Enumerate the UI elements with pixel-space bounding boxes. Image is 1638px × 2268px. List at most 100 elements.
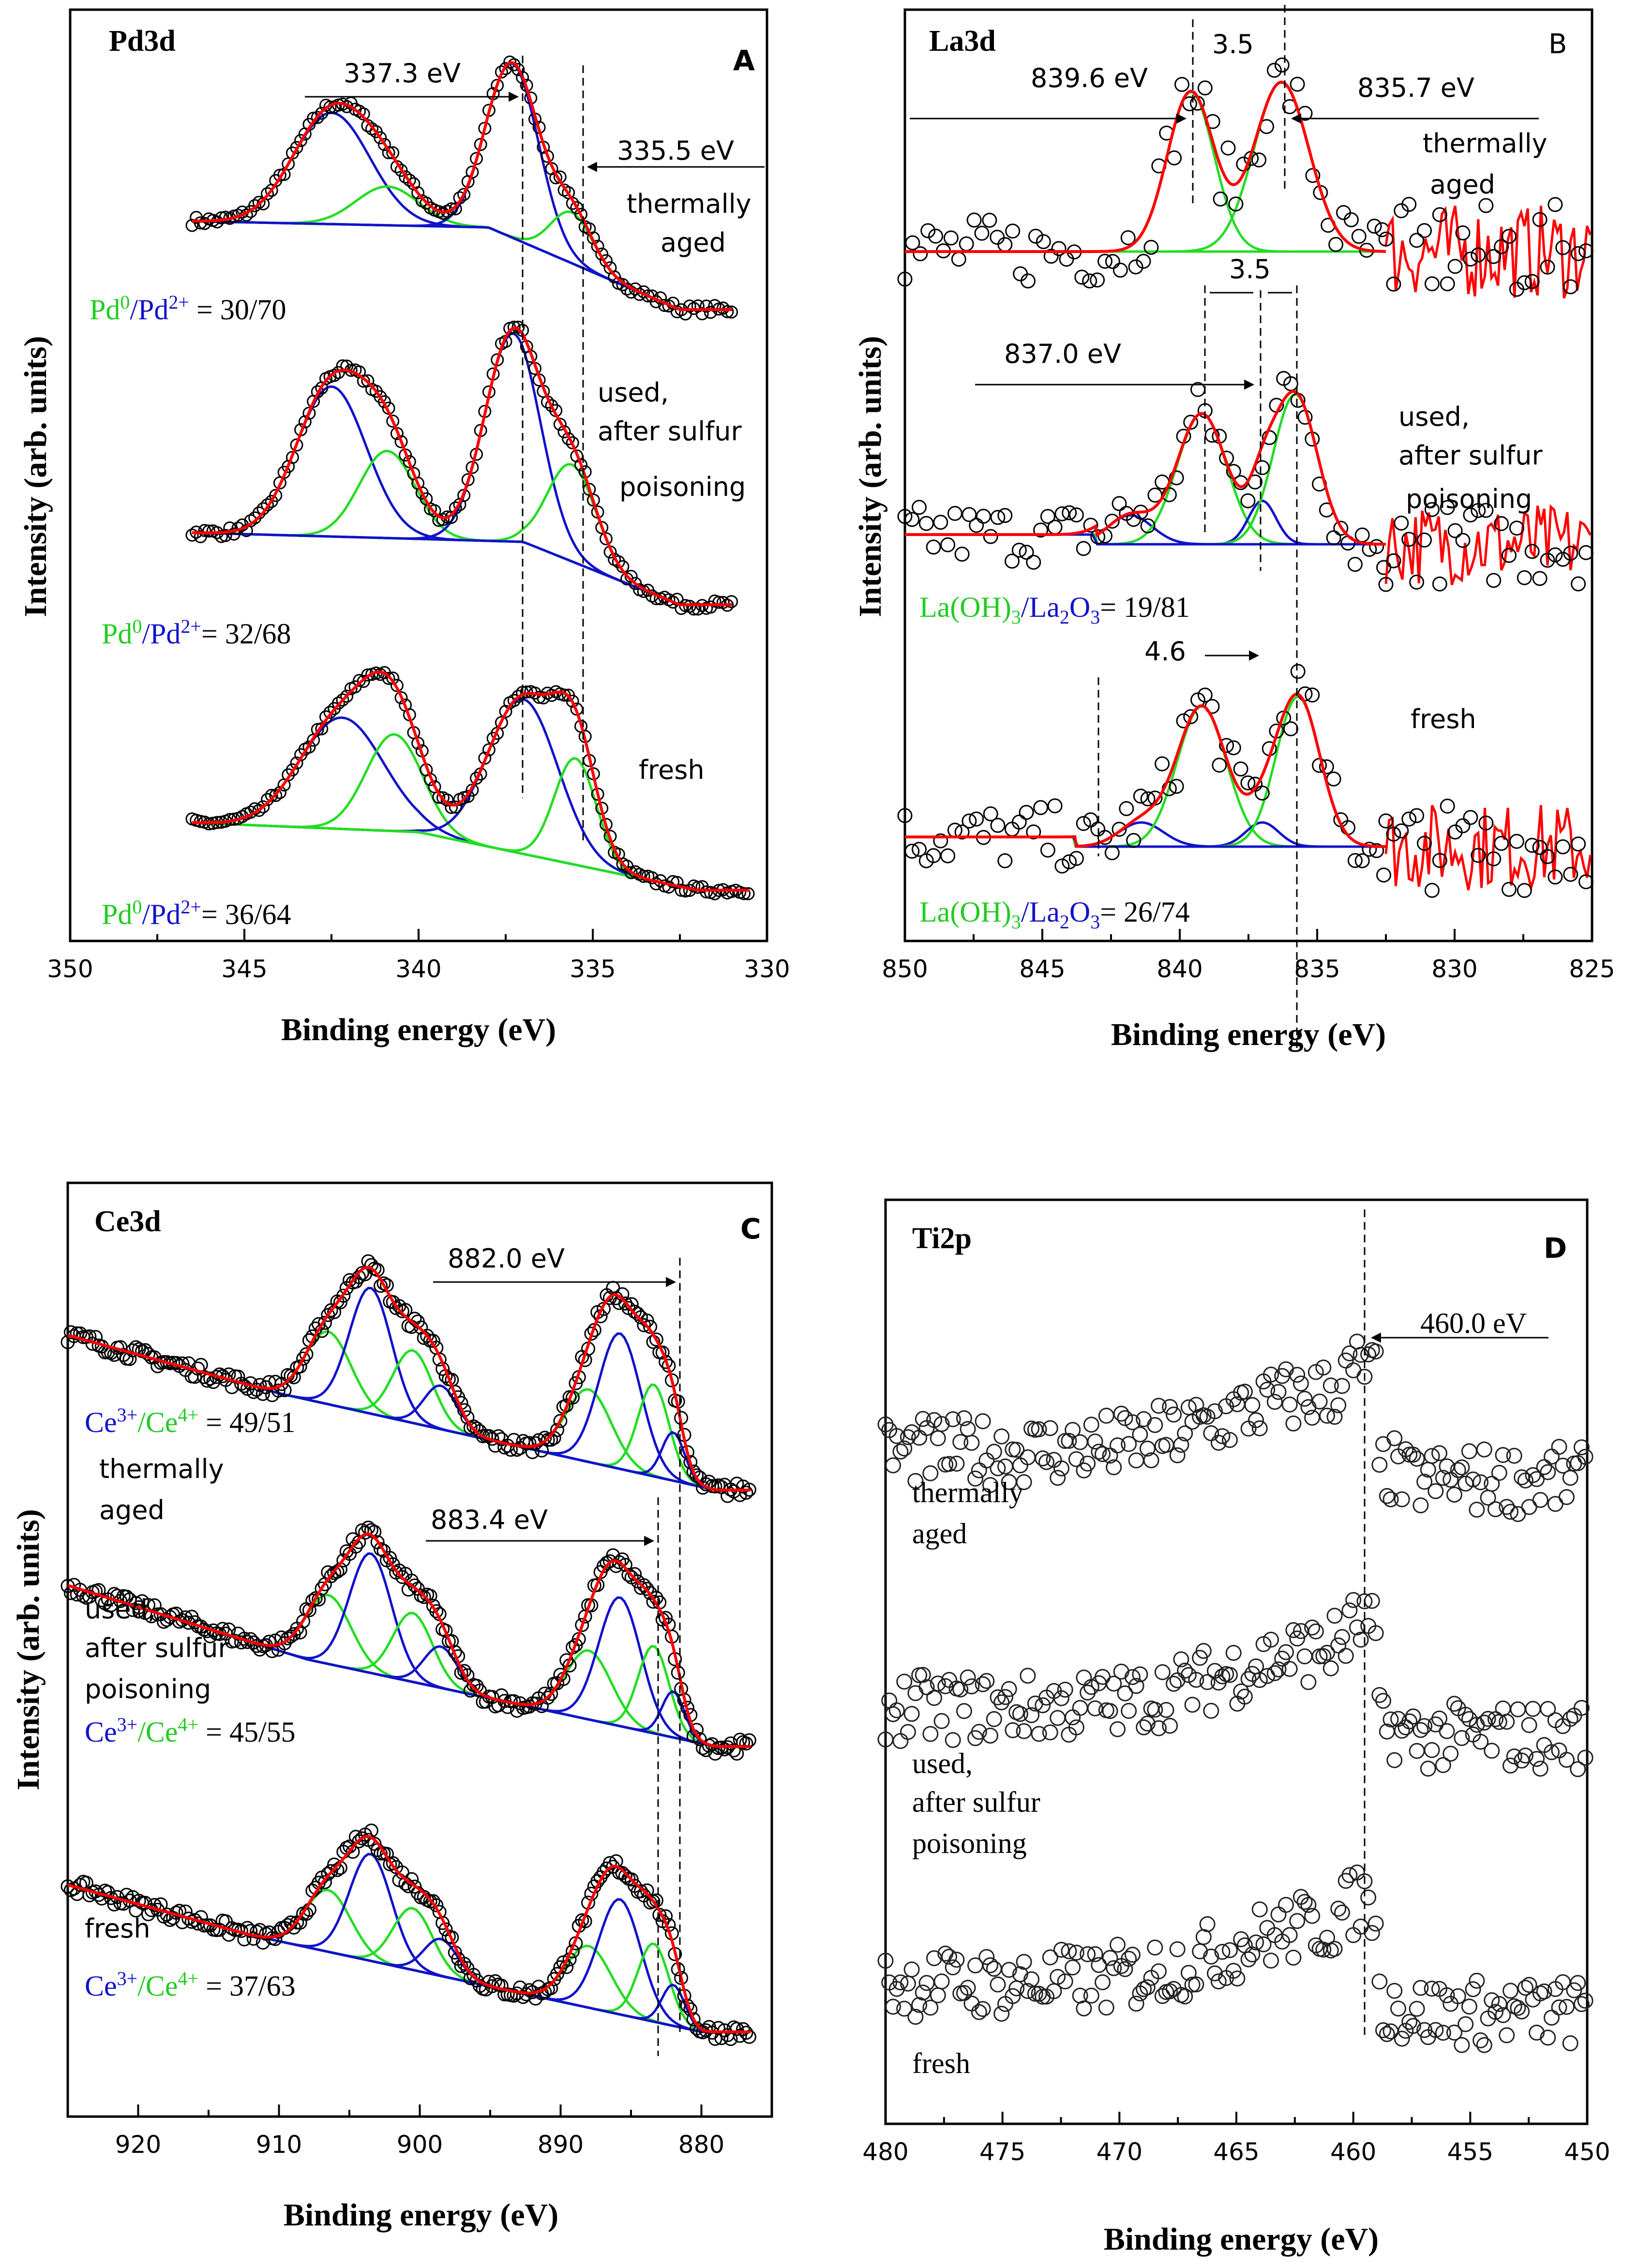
data-point (915, 1667, 931, 1683)
data-point (954, 824, 970, 840)
background-curve (67, 1883, 751, 2033)
data-point (631, 1307, 645, 1321)
data-point (1072, 1434, 1088, 1450)
data-point (1001, 1962, 1017, 1978)
data-point (1394, 2030, 1410, 2047)
fit-curve (905, 692, 1386, 848)
data-point (1053, 1941, 1069, 1958)
data-point (340, 359, 354, 373)
data-point (374, 131, 387, 145)
data-point (1478, 198, 1494, 213)
fit-curve (192, 670, 750, 892)
data-point (1281, 1927, 1298, 1943)
data-point (1289, 1367, 1306, 1383)
data-point (933, 1713, 950, 1729)
data-point (1035, 1450, 1051, 1466)
data-point (739, 1486, 753, 1500)
data-point (1005, 1722, 1021, 1738)
data-point (1139, 1716, 1156, 1732)
data-point (1562, 1470, 1578, 1486)
data-point (1577, 1448, 1593, 1465)
data-point (686, 2012, 701, 2027)
data-point (1184, 1697, 1201, 1713)
data-point (1499, 1499, 1515, 1515)
data-point (449, 800, 462, 814)
data-point (725, 595, 738, 609)
data-point (1147, 487, 1163, 503)
data-point (1251, 1672, 1268, 1688)
panel-c-trace1-label-2: aged (99, 1495, 165, 1525)
data-point (1548, 869, 1563, 885)
data-point (1046, 1983, 1062, 1999)
panel-b-trace1-label-2: aged (1430, 169, 1495, 200)
data-point (1563, 279, 1578, 295)
data-point (1290, 76, 1305, 92)
data-point (1517, 1747, 1533, 1764)
fit-noise-tail (1384, 504, 1592, 585)
data-point (1110, 1937, 1126, 1953)
data-point (1440, 276, 1455, 292)
data-point (1544, 1744, 1560, 1761)
data-point (574, 458, 587, 472)
xtick-label: 475 (979, 2138, 1025, 2166)
data-point (1375, 1436, 1391, 1452)
data-point (1394, 823, 1409, 838)
data-point (1240, 493, 1256, 508)
data-point (438, 1624, 453, 1638)
data-point (885, 1706, 901, 1722)
data-point (132, 1894, 146, 1908)
data-point (1263, 1631, 1279, 1648)
ratio-value: = 30/70 (189, 294, 286, 326)
data-point (1162, 1983, 1178, 1999)
data-point (1136, 254, 1151, 269)
panel-c-xticks: 920 910 900 890 880 (115, 2104, 724, 2159)
data-point (1446, 1696, 1462, 1712)
data-point (725, 305, 738, 319)
data-point (1509, 521, 1524, 536)
data-point (1386, 826, 1401, 842)
data-point (655, 1345, 670, 1360)
data-point (382, 146, 395, 160)
ratio-ce3: Ce (85, 1970, 117, 2002)
data-point (986, 1711, 1002, 1727)
data-point (1057, 1973, 1073, 1990)
data-point (1188, 1397, 1204, 1413)
data-point (943, 230, 959, 246)
data-point (1307, 1623, 1324, 1640)
data-point (411, 186, 425, 199)
panel-d-trace2-label-3: poisoning (912, 1827, 1027, 1859)
data-point (317, 1315, 332, 1330)
data-point (1577, 1992, 1593, 2009)
data-point (1394, 515, 1409, 531)
data-point (952, 1681, 969, 1698)
panel-a-trace3-label: fresh (639, 755, 705, 785)
data-point (429, 1898, 444, 1912)
data-point (1180, 1965, 1197, 1981)
data-point (1059, 252, 1074, 267)
data-point (1376, 867, 1391, 883)
data-point (1061, 1943, 1077, 1959)
data-point (1480, 1711, 1496, 1727)
data-point (730, 1746, 744, 1761)
data-point (333, 1295, 347, 1310)
panel-d-trace2-label-2: after sulfur (912, 1786, 1040, 1818)
data-point (1047, 520, 1063, 535)
data-point (1083, 812, 1098, 828)
data-point (1330, 1397, 1347, 1414)
data-point (907, 1685, 924, 1701)
ratio-sup: 3+ (117, 1404, 138, 1426)
data-point (1499, 1714, 1515, 1730)
data-point (1225, 1963, 1242, 1979)
data-point (1021, 273, 1036, 289)
data-point (691, 602, 705, 616)
ratio-ce3: Ce (85, 1406, 117, 1438)
data-point (608, 270, 621, 284)
data-point (900, 1429, 916, 1446)
component-curve (192, 332, 732, 606)
data-point (926, 848, 941, 864)
data-point (1166, 1406, 1182, 1423)
data-point (1532, 212, 1548, 227)
ratio-o: O (1069, 896, 1090, 928)
data-point (1033, 800, 1049, 815)
data-point (1054, 506, 1070, 522)
